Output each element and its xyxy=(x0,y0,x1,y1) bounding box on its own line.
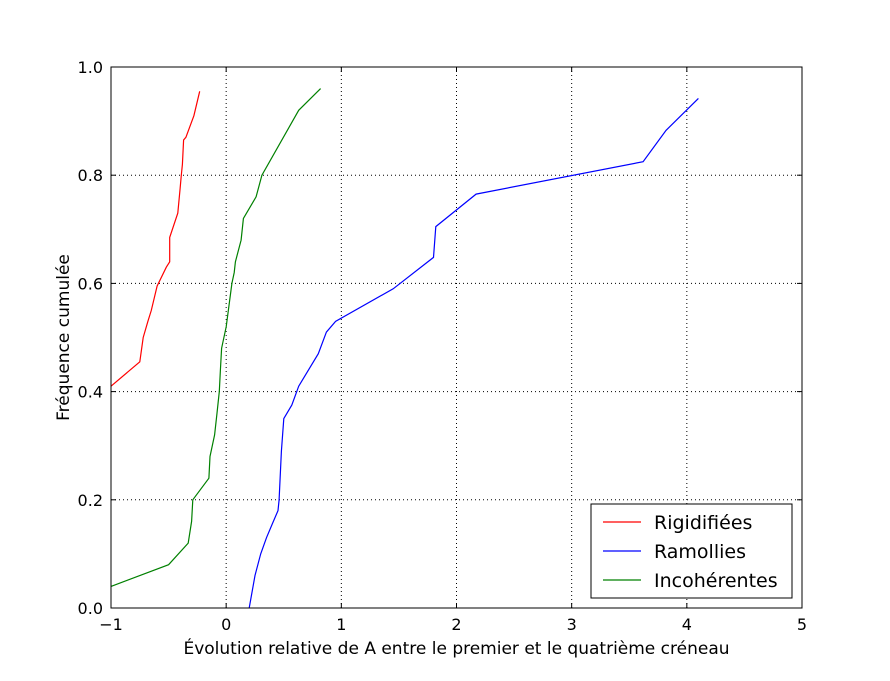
x-tick-label: 2 xyxy=(451,615,461,634)
x-tick-label: 3 xyxy=(567,615,577,634)
x-tick-label: 4 xyxy=(682,615,692,634)
series-lines xyxy=(110,88,699,609)
series-line-ramollies xyxy=(248,97,699,609)
axis-ticks xyxy=(110,66,803,609)
x-tick-label: 5 xyxy=(797,615,807,634)
series-line-incoherentes xyxy=(110,88,322,587)
y-axis-label: Fréquence cumulée xyxy=(54,254,74,421)
x-tick-label: 0 xyxy=(221,615,231,634)
axis-tick-labels: −1 0 1 2 3 4 5 0.0 0.2 0.4 0.6 0.8 1.0 xyxy=(78,58,808,634)
y-tick-label: 0.6 xyxy=(78,274,103,293)
x-axis-label: Évolution relative de A entre le premier… xyxy=(183,637,729,659)
legend-entry: Incohérentes xyxy=(654,570,778,592)
y-tick-label: 0.0 xyxy=(78,599,103,618)
legend: Rigidifiées Ramollies Incohérentes xyxy=(590,503,793,599)
y-tick-label: 0.8 xyxy=(78,166,103,185)
legend-entry: Rigidifiées xyxy=(654,512,752,534)
y-tick-label: 1.0 xyxy=(78,58,103,77)
y-tick-label: 0.4 xyxy=(78,383,103,402)
x-tick-label: −1 xyxy=(99,615,123,634)
legend-entry: Ramollies xyxy=(654,541,746,563)
x-tick-label: 1 xyxy=(336,615,346,634)
series-line-rigidifiees xyxy=(110,91,201,387)
y-tick-label: 0.2 xyxy=(78,491,103,510)
